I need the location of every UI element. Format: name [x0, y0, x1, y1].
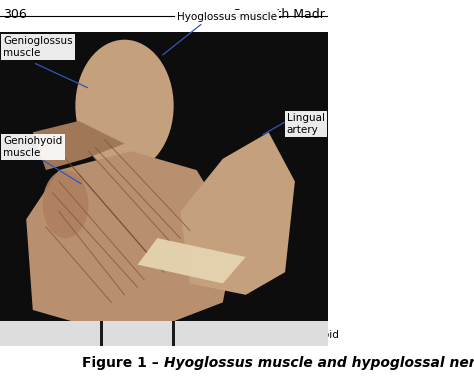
Polygon shape	[26, 151, 236, 325]
Ellipse shape	[75, 40, 173, 172]
Text: Figure 1 –: Figure 1 –	[82, 356, 164, 370]
Polygon shape	[180, 132, 295, 295]
Text: Genioglossus
muscle: Genioglossus muscle	[3, 36, 73, 57]
Text: 306: 306	[3, 8, 27, 20]
Text: Lingual
artery: Lingual artery	[287, 113, 325, 135]
Text: Sampath Madr: Sampath Madr	[233, 8, 324, 20]
Text: Geniohyoid
muscle: Geniohyoid muscle	[3, 136, 63, 158]
Text: Hyoglossus muscle: Hyoglossus muscle	[177, 12, 277, 22]
Text: Muscular branch to thyrohyoid: Muscular branch to thyrohyoid	[179, 330, 338, 340]
Text: Hyoglossus muscle and hypoglossal nerve: Hyoglossus muscle and hypoglossal nerve	[164, 356, 474, 370]
Polygon shape	[137, 238, 246, 284]
FancyBboxPatch shape	[0, 321, 328, 346]
Polygon shape	[33, 121, 125, 170]
FancyBboxPatch shape	[0, 32, 328, 346]
Text: Mylohyoid muscle: Mylohyoid muscle	[3, 330, 97, 340]
Ellipse shape	[43, 170, 89, 238]
Text: Hypoglossal nerve: Hypoglossal nerve	[110, 330, 206, 340]
FancyBboxPatch shape	[172, 321, 174, 346]
FancyBboxPatch shape	[100, 321, 102, 346]
